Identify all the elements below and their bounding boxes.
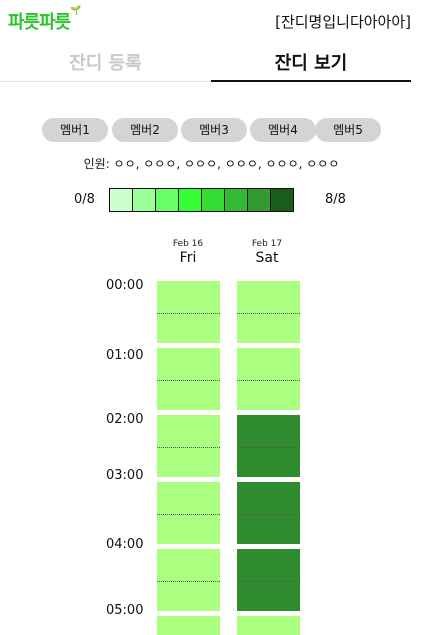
day-date: Feb 16 [172,239,204,249]
time-slot-sat[interactable] [237,348,300,381]
time-label: 03:00 [106,468,144,483]
time-label: 02:00 [106,412,144,427]
legend-max-label: 8/8 [325,192,346,207]
app-header: 파릇파릇🌱 [잔디명입니다아아아] [0,0,423,44]
day-header-sat: Feb 17 Sat [236,238,298,266]
member-chip-2[interactable]: 멤버2 [112,118,178,142]
sprout-icon: 🌱 [70,6,81,16]
time-slot-sat[interactable] [237,281,300,314]
day-name: Fri [179,250,197,266]
half-hour-divider [237,514,300,515]
logo-text: 파릇파릇 [8,12,71,33]
time-label: 01:00 [106,348,144,363]
time-slot-fri[interactable] [157,482,220,515]
day-name: Sat [255,250,279,266]
member-chip-4[interactable]: 멤버4 [250,118,316,142]
availability-legend: 0/8 8/8 [0,188,423,212]
time-label: 05:00 [106,603,144,618]
app-logo[interactable]: 파릇파릇🌱 [8,6,81,34]
day-header-fri: Feb 16 Fri [157,238,219,266]
view-tabs: 잔디 등록 잔디 보기 [0,46,423,82]
tab-register[interactable]: 잔디 등록 [0,46,211,82]
room-title: [잔디명입니다아아아] [275,13,411,31]
legend-swatch-5 [201,188,225,212]
attendee-list: 인원: ㅇㅇ, ㅇㅇㅇ, ㅇㅇㅇ, ㅇㅇㅇ, ㅇㅇㅇ, ㅇㅇㅇ [83,157,340,171]
half-hour-divider [237,380,300,381]
time-slot-fri[interactable] [157,381,220,410]
day-date: Feb 17 [251,239,283,249]
time-slot-fri[interactable] [157,314,220,343]
time-slot-fri[interactable] [157,448,220,477]
legend-min-label: 0/8 [74,192,95,207]
time-slot-fri[interactable] [157,415,220,448]
half-hour-divider [157,313,220,314]
half-hour-divider [157,447,220,448]
legend-swatch-2 [132,188,156,212]
time-slot-sat[interactable] [237,314,300,343]
time-slot-sat[interactable] [237,515,300,544]
member-chip-3[interactable]: 멤버3 [181,118,247,142]
legend-swatch-7 [247,188,271,212]
time-slot-sat[interactable] [237,482,300,515]
half-hour-divider [237,447,300,448]
legend-swatch-3 [155,188,179,212]
half-hour-divider [157,581,220,582]
half-hour-divider [157,380,220,381]
half-hour-divider [157,514,220,515]
time-slot-sat[interactable] [237,616,300,635]
time-slot-sat[interactable] [237,549,300,582]
legend-swatch-6 [224,188,248,212]
time-slot-sat[interactable] [237,381,300,410]
tab-view[interactable]: 잔디 보기 [211,46,411,82]
time-slot-fri[interactable] [157,515,220,544]
legend-swatch-4 [178,188,202,212]
time-slot-sat[interactable] [237,415,300,448]
time-label: 04:00 [106,537,144,552]
time-slot-fri[interactable] [157,348,220,381]
time-label: 00:00 [106,278,144,293]
time-slot-fri[interactable] [157,549,220,582]
time-slot-sat[interactable] [237,582,300,611]
time-slot-fri[interactable] [157,582,220,611]
time-slot-fri[interactable] [157,616,220,635]
time-slot-fri[interactable] [157,281,220,314]
legend-swatch-1 [109,188,133,212]
half-hour-divider [237,313,300,314]
half-hour-divider [237,581,300,582]
legend-swatch-8 [270,188,294,212]
member-chip-5[interactable]: 멤버5 [315,118,381,142]
member-chip-1[interactable]: 멤버1 [42,118,108,142]
time-slot-sat[interactable] [237,448,300,477]
